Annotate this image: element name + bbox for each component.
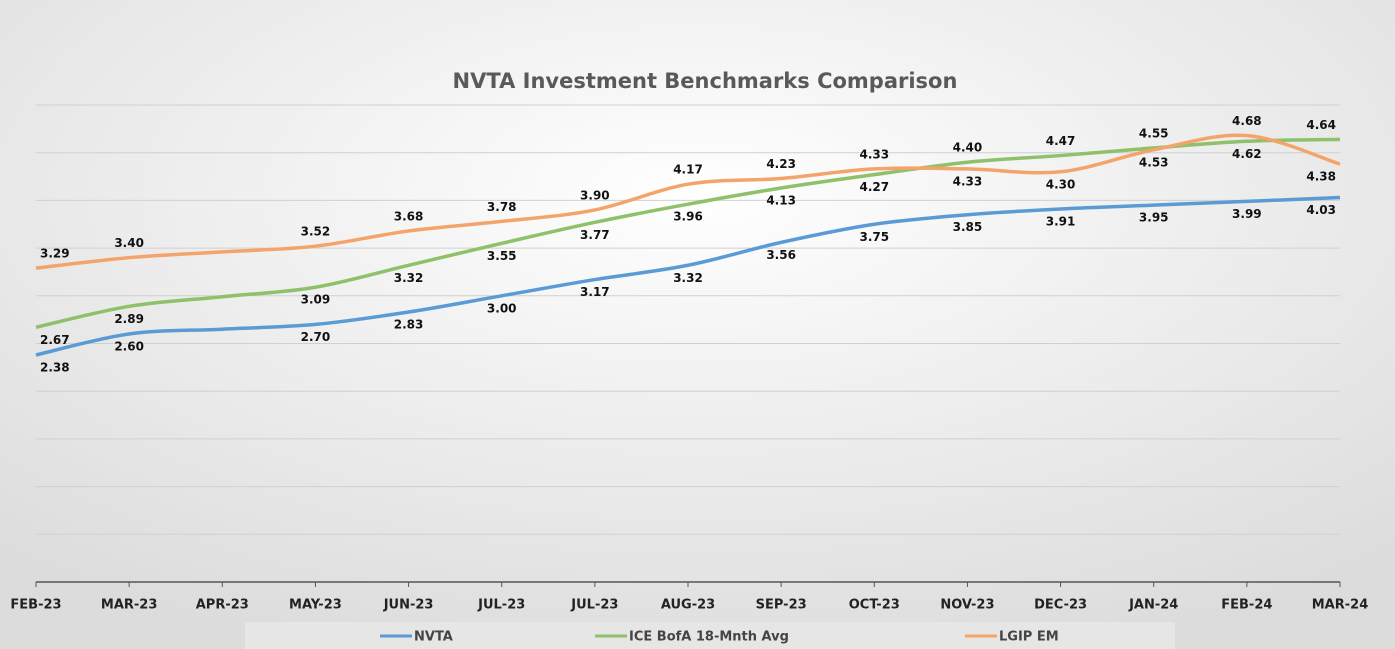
data-label: 4.40 [953,141,983,155]
legend-label: LGIP EM [999,630,1059,645]
data-label: 2.83 [394,318,424,332]
data-label: 3.75 [859,230,889,244]
data-label: 3.17 [580,285,610,299]
data-label: 3.55 [487,249,517,263]
data-label: 4.68 [1232,114,1262,128]
data-label: 3.56 [766,248,796,262]
x-tick-label: NOV-23 [940,598,994,613]
data-label: 3.90 [580,188,610,202]
data-label: 4.64 [1306,118,1336,132]
line-series [35,133,1341,270]
data-label: 3.77 [580,228,610,242]
data-label: 4.23 [766,157,796,171]
x-tick-label: JUL-23 [477,598,525,613]
data-label: 2.70 [301,330,331,344]
data-label: 3.96 [673,210,703,224]
data-label: 2.38 [40,360,70,374]
x-tick-label: AUG-23 [661,598,715,613]
x-tick-label: MAR-24 [1312,598,1369,613]
data-label: 3.85 [953,220,983,234]
data-label: 3.29 [40,247,70,261]
data-label: 4.30 [1046,177,1076,191]
data-label: 4.27 [859,180,889,194]
x-tick-label: FEB-24 [1221,598,1272,613]
data-label: 2.89 [114,312,144,326]
x-tick-label: MAY-23 [289,598,342,613]
x-tick-label: OCT-23 [849,598,900,613]
data-label: 3.99 [1232,207,1262,221]
data-label: 3.00 [487,301,517,315]
data-label: 3.40 [114,236,144,250]
data-label: 3.91 [1046,214,1076,228]
data-label: 3.32 [673,271,703,285]
data-label: 2.60 [114,339,144,353]
x-tick-label: MAR-23 [101,598,158,613]
x-tick-label: JUL-23 [570,598,618,613]
data-label: 3.68 [394,209,424,223]
data-label: 4.33 [953,174,983,188]
data-label: 3.78 [487,200,517,214]
x-tick-label: JUN-23 [383,598,434,613]
data-label: 4.03 [1306,203,1336,217]
x-tick-label: JAN-24 [1128,598,1178,613]
chart-title: NVTA Investment Benchmarks Comparison [453,69,958,93]
data-label: 4.33 [859,147,889,161]
data-label: 4.47 [1046,134,1076,148]
data-label: 3.32 [394,271,424,285]
legend-label: NVTA [414,630,453,645]
data-label: 4.55 [1139,126,1169,140]
line-series [35,195,1341,357]
data-label: 4.62 [1232,147,1262,161]
data-label: 4.38 [1306,170,1336,184]
x-tick-label: APR-23 [196,598,249,613]
data-label: 3.95 [1139,211,1169,225]
x-tick-label: DEC-23 [1034,598,1087,613]
data-label: 4.17 [673,163,703,177]
x-tick-label: SEP-23 [756,598,807,613]
data-label: 3.09 [301,293,331,307]
line-series [35,137,1341,329]
data-label: 2.67 [40,333,70,347]
data-label: 3.52 [301,225,331,239]
x-tick-label: FEB-23 [10,598,61,613]
data-label: 4.13 [766,193,796,207]
data-label: 4.53 [1139,155,1169,169]
legend-label: ICE BofA 18-Mnth Avg [629,630,789,645]
